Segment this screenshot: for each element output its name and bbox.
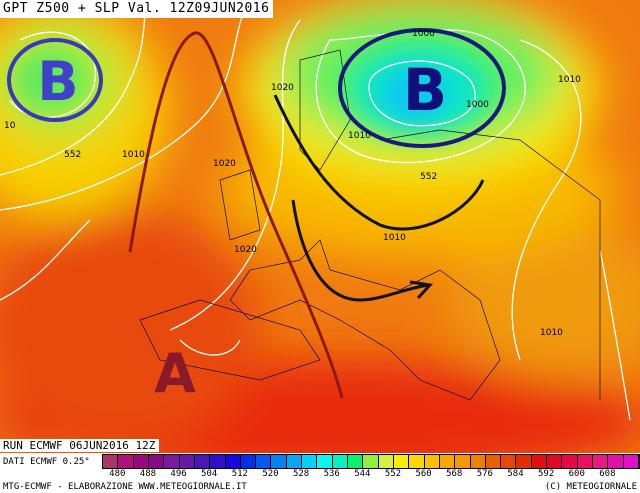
color-scale-tick-label: 576	[476, 469, 493, 479]
color-scale-tick-label: 512	[231, 469, 248, 479]
isobar-label: 1010	[558, 75, 581, 85]
color-scale-cell	[225, 455, 241, 468]
color-scale-cell	[148, 455, 165, 468]
color-scale-cell	[577, 455, 593, 468]
weather-map: B B A 1000 1010 1020 1010 1000 552 1010 …	[0, 0, 640, 453]
color-scale-cell	[501, 455, 517, 468]
color-scale-cell	[240, 455, 257, 468]
color-scale-cell	[164, 455, 180, 468]
color-scale-tick-label: 528	[292, 469, 310, 479]
data-info: DATI ECMWF 0.25°	[3, 457, 90, 467]
ridge-axis	[128, 31, 344, 399]
color-scale-cell	[210, 455, 226, 468]
isobar-label: 1020	[234, 245, 257, 255]
isobar-label: 1010	[383, 233, 406, 243]
isobar-label: 1020	[213, 159, 236, 169]
flow-arrow	[291, 199, 434, 302]
color-scale-cell	[118, 455, 134, 468]
color-scale-tick-label: 608	[599, 469, 616, 479]
low-circle-scandinavia	[338, 28, 506, 148]
color-scale-tick-label: 520	[262, 469, 279, 479]
footer-credit: MTG-ECMWF - ELABORAZIONE WWW.METEOGIORNA…	[3, 482, 247, 492]
isobar-label: 10	[4, 121, 16, 131]
color-scale-cell	[623, 455, 639, 468]
color-scale-tick-label: 488	[139, 469, 157, 479]
isobar-label: 1000	[466, 100, 489, 110]
color-scale-cell	[455, 455, 471, 468]
color-scale-cell	[608, 455, 624, 468]
color-scale-cell	[593, 455, 609, 468]
coastlines	[139, 49, 601, 401]
color-scale-cell	[470, 455, 486, 468]
color-scale-cell	[302, 455, 318, 468]
isobar-label: 1010	[122, 150, 145, 160]
run-info: RUN ECMWF 06JUN2016 12Z	[0, 439, 160, 452]
color-scale-cell	[363, 455, 379, 468]
color-scale-bar	[102, 454, 640, 469]
color-scale-cell	[516, 455, 532, 468]
color-scale-cell	[409, 455, 425, 468]
color-scale-tick-label: 560	[415, 469, 432, 479]
isobar-labels: 1000 1010 1020 1010 1000 552 1010 552 10…	[4, 29, 581, 338]
low-letter: B	[37, 50, 78, 113]
color-scale-ticks: 480 488 496 504 512 520 528 536 544 552 560 568 576 5…	[102, 469, 638, 480]
trough-line	[273, 94, 485, 231]
color-scale-tick-label: 536	[323, 469, 340, 479]
map-title: GPT Z500 + SLP Val. 12Z09JUN2016	[0, 0, 274, 18]
color-scale-cell	[424, 455, 440, 468]
color-scale-cell	[317, 455, 333, 468]
color-scale-cell	[562, 455, 578, 468]
color-scale-tick-label: 544	[354, 469, 371, 479]
color-scale-tick-label: 496	[170, 469, 187, 479]
color-scale-cell	[393, 455, 410, 468]
isobars	[0, 0, 631, 421]
color-scale-cell	[439, 455, 456, 468]
color-scale-cell	[485, 455, 502, 468]
low-letter: B	[403, 56, 447, 124]
color-scale-cell	[194, 455, 211, 468]
low-circle-atlantic	[7, 38, 103, 122]
color-scale-cell	[179, 455, 195, 468]
color-scale-cell	[133, 455, 149, 468]
color-scale-cell	[531, 455, 548, 468]
color-scale-cell	[348, 455, 364, 468]
color-scale-cell	[271, 455, 287, 468]
color-scale-cell	[332, 455, 348, 468]
isobar-label: 1020	[271, 83, 294, 93]
color-scale-tick-label: 552	[384, 469, 402, 479]
isobar-label: 552	[420, 172, 437, 182]
isobar-label: 552	[64, 150, 81, 160]
color-scale-cell	[256, 455, 272, 468]
isobar-label: 1000	[412, 29, 435, 39]
color-scale-tick-label: 568	[446, 469, 463, 479]
color-scale-tick-label: 480	[109, 469, 126, 479]
color-scale-tick-label: 584	[507, 469, 524, 479]
high-letter: A	[154, 342, 196, 405]
isobar-label: 1010	[348, 131, 371, 141]
color-scale-tick-label: 592	[537, 469, 555, 479]
color-scale-cell	[378, 455, 394, 468]
color-scale-tick-label: 504	[201, 469, 218, 479]
color-scale-cell	[286, 455, 303, 468]
color-scale-tick-label: 600	[568, 469, 585, 479]
footer-copyright: (C) METEOGIORNALE	[544, 482, 637, 492]
color-scale-cell	[103, 455, 119, 468]
isobar-label: 1010	[540, 328, 563, 338]
color-scale-cell	[547, 455, 563, 468]
